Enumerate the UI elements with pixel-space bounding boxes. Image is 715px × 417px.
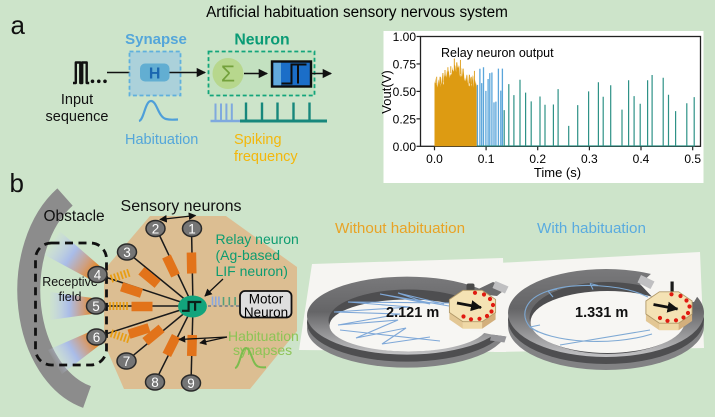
svg-text:8: 8	[151, 375, 159, 390]
svg-text:Relay neuron output: Relay neuron output	[441, 46, 554, 60]
svg-text:Receptive: Receptive	[42, 275, 98, 289]
svg-text:0.3: 0.3	[581, 152, 598, 166]
svg-text:Neuron: Neuron	[244, 305, 288, 320]
svg-text:Vout(V): Vout(V)	[379, 70, 394, 113]
svg-text:3: 3	[123, 245, 131, 260]
svg-text:Artificial habituation sensory: Artificial habituation sensory nervous s…	[206, 4, 508, 21]
svg-text:LIF neuron): LIF neuron)	[216, 263, 288, 279]
svg-text:synapses: synapses	[233, 342, 292, 358]
svg-text:0.1: 0.1	[478, 152, 495, 166]
svg-text:1.331 m: 1.331 m	[575, 305, 628, 321]
svg-text:0.00: 0.00	[393, 140, 417, 154]
svg-text:4: 4	[94, 268, 102, 283]
svg-text:Neuron: Neuron	[234, 32, 289, 49]
svg-text:1.00: 1.00	[393, 30, 417, 44]
svg-text:Sensory neurons: Sensory neurons	[121, 198, 242, 215]
svg-text:With habituation: With habituation	[537, 220, 646, 237]
svg-text:Habituation: Habituation	[125, 132, 198, 148]
svg-text:0.4: 0.4	[633, 152, 650, 166]
svg-text:2: 2	[152, 222, 160, 237]
svg-text:Relay neuron: Relay neuron	[216, 231, 299, 247]
svg-text:Input: Input	[61, 92, 93, 108]
svg-text:Time (s): Time (s)	[534, 165, 581, 180]
svg-text:H: H	[149, 66, 161, 83]
svg-text:Motor: Motor	[249, 292, 284, 307]
svg-text:6: 6	[93, 330, 101, 345]
svg-text:Without habituation: Without habituation	[335, 220, 465, 237]
svg-text:0.0: 0.0	[426, 152, 443, 166]
svg-text:sequence: sequence	[46, 109, 109, 125]
svg-text:0.25: 0.25	[393, 112, 417, 126]
svg-text:b: b	[10, 168, 24, 198]
svg-text:field: field	[59, 290, 82, 304]
svg-text:Σ: Σ	[221, 61, 235, 87]
svg-text:Habituation: Habituation	[228, 328, 299, 344]
svg-text:0.50: 0.50	[393, 85, 417, 99]
svg-text:0.5: 0.5	[684, 152, 701, 166]
svg-text:Obstacle: Obstacle	[44, 208, 105, 225]
svg-text:5: 5	[92, 299, 100, 314]
svg-text:(Ag-based: (Ag-based	[216, 247, 281, 263]
svg-text:0.2: 0.2	[529, 152, 546, 166]
svg-text:Spiking: Spiking	[234, 132, 282, 148]
svg-text:Synapse: Synapse	[125, 31, 187, 48]
svg-text:0.75: 0.75	[393, 57, 417, 71]
svg-text:9: 9	[187, 376, 195, 391]
svg-text:7: 7	[123, 354, 131, 369]
svg-text:2.121 m: 2.121 m	[386, 305, 439, 321]
svg-text:a: a	[11, 10, 26, 40]
svg-text:frequency: frequency	[234, 149, 298, 165]
svg-text:1: 1	[188, 222, 196, 237]
